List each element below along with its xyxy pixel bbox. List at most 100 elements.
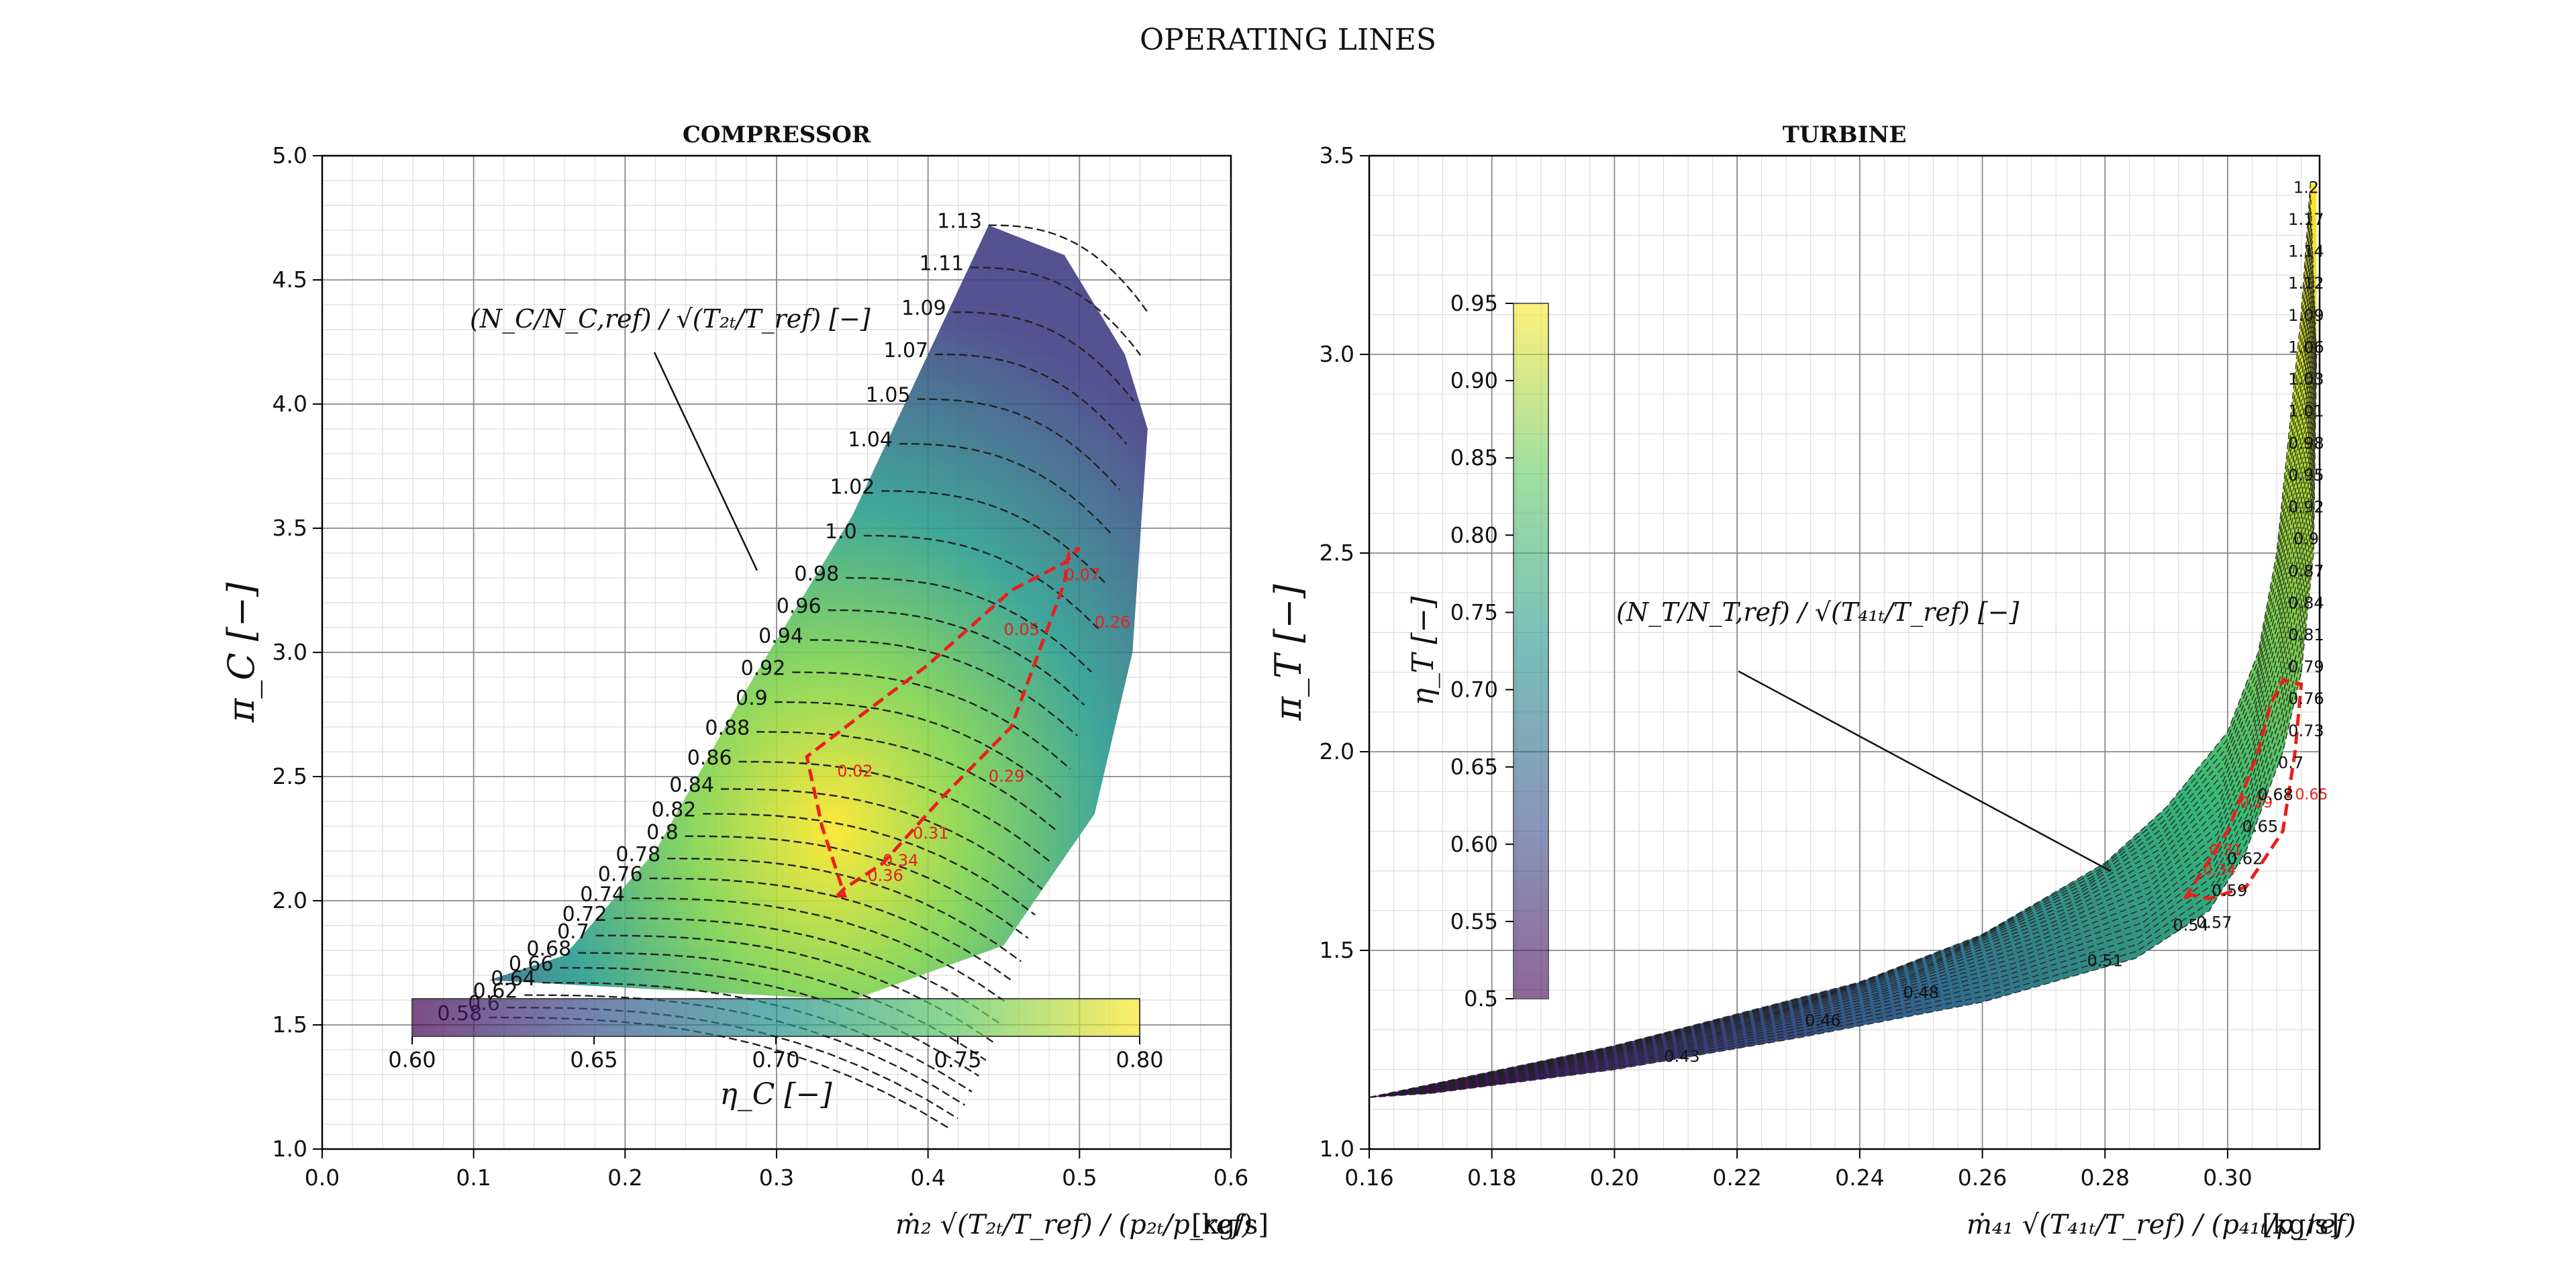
compressor-operating-line xyxy=(805,546,1081,898)
x-tick-label: 0.2 xyxy=(607,1165,642,1191)
speedline-label: 1.17 xyxy=(2288,210,2324,229)
speedline xyxy=(971,266,1142,356)
speedline-label: 1.2 xyxy=(2293,178,2319,197)
compressor-colorbar-ticks: 0.60 0.65 0.70 0.75 0.80 xyxy=(388,1036,1164,1073)
speedline xyxy=(1369,346,2317,1098)
speedline xyxy=(917,398,1120,491)
speedline-label: 0.92 xyxy=(2288,498,2324,517)
speedline-label: 0.46 xyxy=(1805,1011,1840,1030)
y-tick-label: 3.5 xyxy=(1320,142,1354,168)
speedline-label: 1.01 xyxy=(2288,402,2324,421)
x-tick-label: 0.22 xyxy=(1712,1165,1761,1191)
speedline xyxy=(881,490,1106,584)
compressor-colorbar-label: η_C [−] xyxy=(720,1077,832,1111)
turbine-title: TURBINE xyxy=(1783,121,1907,148)
speedline xyxy=(1369,240,2314,1098)
turbine-xlabel: ṁ₄₁ √(T₄₁ₜ/T_ref) / (p₄₁ₜ/p_ref) xyxy=(1967,1209,2356,1240)
speedline-label: 1.07 xyxy=(883,339,928,362)
operating-point-label: 0.29 xyxy=(989,766,1024,785)
speedline-label: 0.62 xyxy=(2227,849,2263,868)
compressor-title: COMPRESSOR xyxy=(683,121,871,148)
speedline-label: 0.8 xyxy=(646,821,679,844)
speedline-label: 0.84 xyxy=(2288,593,2324,612)
colorbar-tick-label: 0.90 xyxy=(1450,368,1498,393)
speedline-label: 0.94 xyxy=(758,625,803,648)
speedline-label: 1.09 xyxy=(2288,306,2324,325)
speedline-label: 0.82 xyxy=(652,799,697,822)
speedline xyxy=(1369,305,2316,1098)
speedline-label: 1.12 xyxy=(2288,274,2324,293)
speedline xyxy=(952,311,1134,401)
speedline xyxy=(578,952,987,1061)
speedline xyxy=(1369,248,2314,1098)
speedline-label: 0.48 xyxy=(1903,983,1938,1002)
turbine-speed-annotation: (N_T/N_T,ref) / √(T₄₁ₜ/T_ref) [−] xyxy=(1616,597,2019,628)
y-tick-label: 4.0 xyxy=(273,391,307,417)
speedline xyxy=(988,224,1148,313)
speedline-label: 0.78 xyxy=(615,843,660,866)
speedline-label: 0.81 xyxy=(2288,626,2324,644)
compressor-xunit: [kg/s] xyxy=(1191,1209,1269,1240)
turbine-ticks: 0.16 0.18 0.20 0.22 0.24 0.26 0.28 0.30 1.0 1.5 2.… xyxy=(1320,142,2252,1191)
y-tick-label: 1.5 xyxy=(273,1011,307,1038)
x-tick-label: 0.3 xyxy=(759,1165,794,1191)
speedline xyxy=(631,897,1007,1004)
x-tick-label: 0.18 xyxy=(1467,1165,1516,1191)
colorbar-tick-label: 0.95 xyxy=(1450,291,1498,316)
speedline xyxy=(703,813,1036,916)
compressor-panel: COMPRESSOR 0.020.050.070.260.290.310.340… xyxy=(220,121,1269,1240)
y-tick-label: 3.0 xyxy=(273,639,307,665)
colorbar-tick-label: 0.60 xyxy=(388,1047,436,1073)
operating-point-label: 0.07 xyxy=(1064,566,1100,585)
x-tick-label: 0.4 xyxy=(910,1165,945,1191)
operating-point-label: 0.65 xyxy=(2295,787,2328,803)
speedline-label: 0.84 xyxy=(669,774,714,797)
turbine-annotation-leader xyxy=(1738,670,2112,873)
speedline-label: 0.59 xyxy=(2212,881,2247,900)
speedline-label: 1.02 xyxy=(830,476,875,499)
speedline xyxy=(1369,224,2313,1098)
figure-title: OPERATING LINES xyxy=(1140,23,1436,57)
compressor-ticks: 0.0 0.1 0.2 0.3 0.4 0.5 0.6 1.0 1.5 2.0 2.5 3.0 3.5 4… xyxy=(273,142,1249,1191)
speedline xyxy=(774,701,1064,801)
colorbar-tick-label: 0.65 xyxy=(1450,754,1498,780)
compressor-axes-frame xyxy=(321,154,1232,1150)
turbine-efficiency-map xyxy=(1369,183,2317,1097)
speedline xyxy=(685,835,1029,939)
operating-point-label: 0.29 xyxy=(2240,795,2273,811)
colorbar-tick-label: 0.80 xyxy=(1450,522,1498,548)
speedline-label: 0.51 xyxy=(2087,952,2123,971)
speedline xyxy=(649,877,1015,983)
speedline-label: 0.88 xyxy=(705,716,750,740)
turbine-axes-frame xyxy=(1368,154,2321,1150)
speedline-label: 1.11 xyxy=(920,252,964,276)
speedline xyxy=(1369,232,2313,1098)
speedline-label: 0.57 xyxy=(2196,913,2232,932)
y-tick-label: 1.0 xyxy=(273,1136,307,1162)
x-tick-label: 0.5 xyxy=(1062,1165,1097,1191)
speedline xyxy=(738,760,1050,862)
speedline-label: 0.96 xyxy=(777,595,822,618)
operating-point-label: 0.31 xyxy=(2210,842,2242,859)
operating-point-label: 0.34 xyxy=(2203,862,2236,879)
speedline-label: 0.86 xyxy=(687,746,732,770)
colorbar-tick-label: 0.75 xyxy=(1450,599,1498,625)
speedline xyxy=(1369,313,2316,1098)
turbine-colorbar-ticks: 0.5 0.55 0.60 0.65 0.70 0.75 0.80 0.85 0.90 0.95 xyxy=(1450,291,1514,1011)
speedline xyxy=(560,967,980,1077)
y-tick-label: 5.0 xyxy=(273,142,307,168)
y-tick-label: 2.5 xyxy=(273,763,307,789)
compressor-operating-labels: 0.02 0.05 0.07 0.26 0.29 0.31 0.340.36 xyxy=(837,566,1130,885)
speedline-label: 0.92 xyxy=(741,657,786,681)
x-tick-label: 0.28 xyxy=(2081,1165,2130,1191)
compressor-annotation-leader xyxy=(653,352,758,571)
speedline xyxy=(1369,199,2312,1098)
speedline-label: 0.54 xyxy=(2173,915,2208,934)
compressor-efficiency-map xyxy=(489,225,1148,1001)
y-tick-label: 1.5 xyxy=(1320,937,1354,963)
operating-point-label: 0.36 xyxy=(867,866,903,885)
speedline xyxy=(1369,273,2314,1098)
speedline xyxy=(935,353,1128,445)
colorbar-tick-label: 0.80 xyxy=(1116,1047,1163,1073)
colorbar-tick-label: 0.75 xyxy=(934,1047,981,1073)
